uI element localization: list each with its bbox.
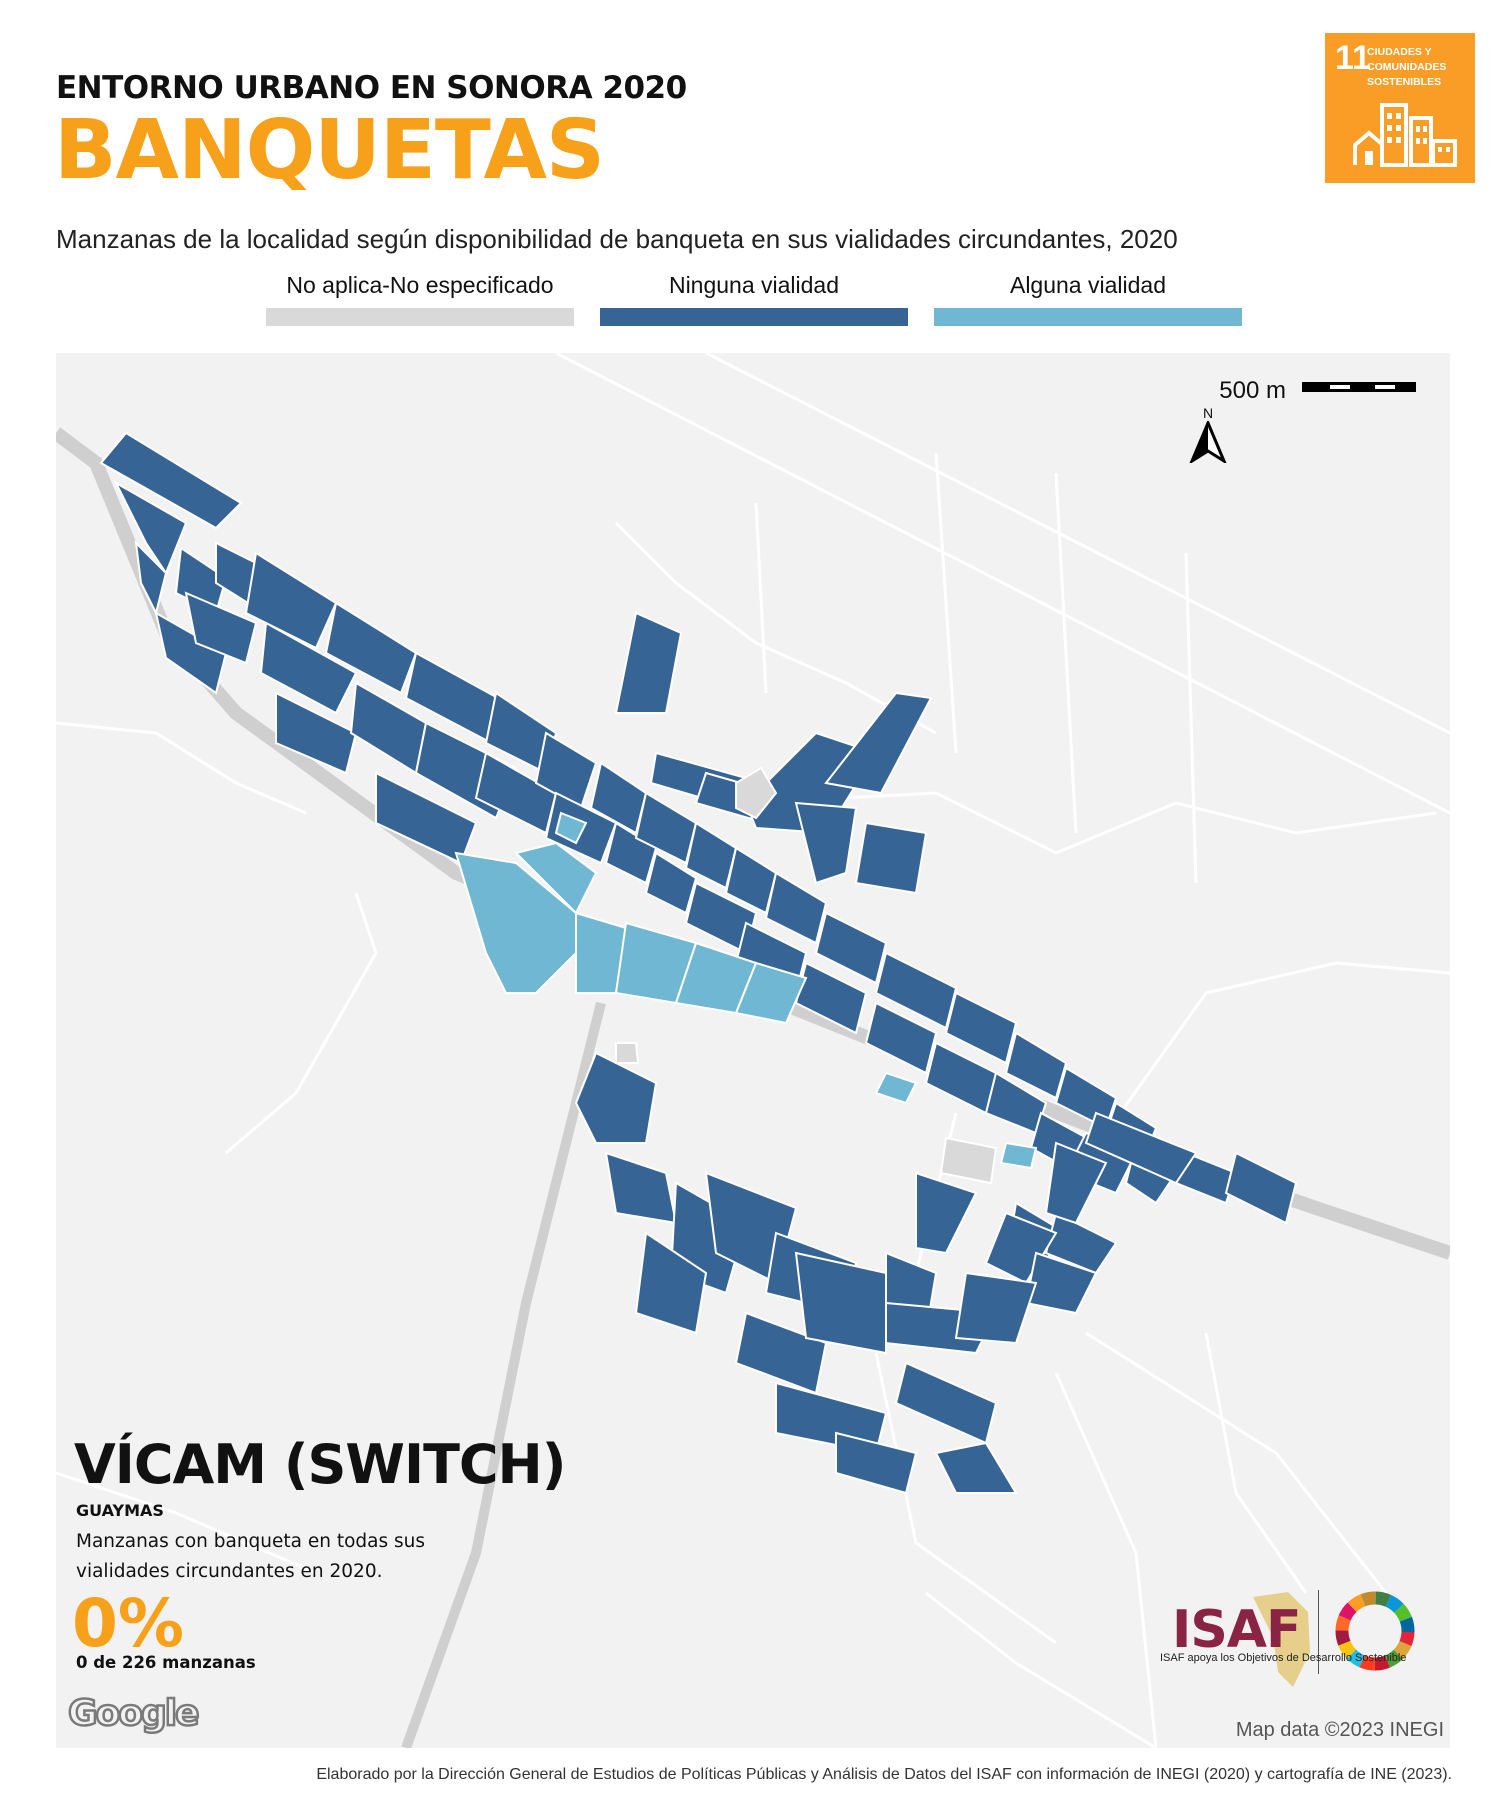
- indicator-description: Manzanas con banqueta en todas sus viali…: [76, 1531, 426, 1582]
- legend-swatch: [600, 308, 908, 326]
- sdg-text: CIUDADES Y COMUNIDADES SOSTENIBLES: [1367, 46, 1447, 89]
- legend-label: Alguna vialidad: [1009, 272, 1166, 298]
- scale-bar: 500 m: [1219, 377, 1420, 404]
- kicker-title: ENTORNO URBANO EN SONORA 2020: [56, 70, 687, 106]
- legend-item-alguna: Alguna vialidad: [934, 270, 1242, 326]
- sdg-wheel-icon: [1335, 1591, 1415, 1671]
- locality-name: VÍCAM (SWITCH): [74, 1433, 566, 1496]
- north-arrow: N: [1188, 405, 1228, 468]
- indicator-count: 0 de 226 manzanas: [76, 1653, 256, 1672]
- scale-label: 500 m: [1219, 377, 1286, 404]
- sdg-number: 11: [1335, 39, 1371, 77]
- google-logo: Google: [67, 1692, 201, 1736]
- sonora-map-icon: [1253, 1592, 1310, 1687]
- legend-item-ninguna: Ninguna vialidad: [600, 270, 908, 326]
- legend-label: Ninguna vialidad: [668, 272, 840, 298]
- city-buildings-icon: [1353, 103, 1457, 167]
- legend-label: No aplica-No especificado: [286, 272, 554, 298]
- sdg-11-badge: 11 CIUDADES Y COMUNIDADES SOSTENIBLES: [1325, 33, 1475, 183]
- map-canvas[interactable]: [56, 353, 1450, 1748]
- scale-bar-graphic: [1302, 382, 1416, 392]
- map-panel[interactable]: 500 m N VÍCAM (SWITCH) GUAYMAS Manzanas …: [56, 353, 1450, 1748]
- north-label: N: [1202, 405, 1214, 421]
- page-title: BANQUETAS: [54, 103, 605, 198]
- footer-credits: Elaborado por la Dirección General de Es…: [316, 1766, 1452, 1783]
- legend-swatch: [266, 308, 574, 326]
- logo-divider: [1318, 1590, 1319, 1674]
- indicator-percent: 0%: [72, 1585, 185, 1662]
- isaf-caption: ISAF apoya los Objetivos de Desarrollo S…: [1160, 1652, 1407, 1664]
- municipality-name: GUAYMAS: [76, 1501, 164, 1520]
- legend-swatch: [934, 308, 1242, 326]
- page-subtitle: Manzanas de la localidad según disponibi…: [56, 224, 1178, 254]
- north-arrow-icon: [1188, 419, 1228, 465]
- map-attribution: Map data ©2023 INEGI: [1235, 1719, 1444, 1741]
- legend-item-no-aplica: No aplica-No especificado: [266, 270, 574, 326]
- isaf-wordmark: ISAF: [1172, 1600, 1302, 1660]
